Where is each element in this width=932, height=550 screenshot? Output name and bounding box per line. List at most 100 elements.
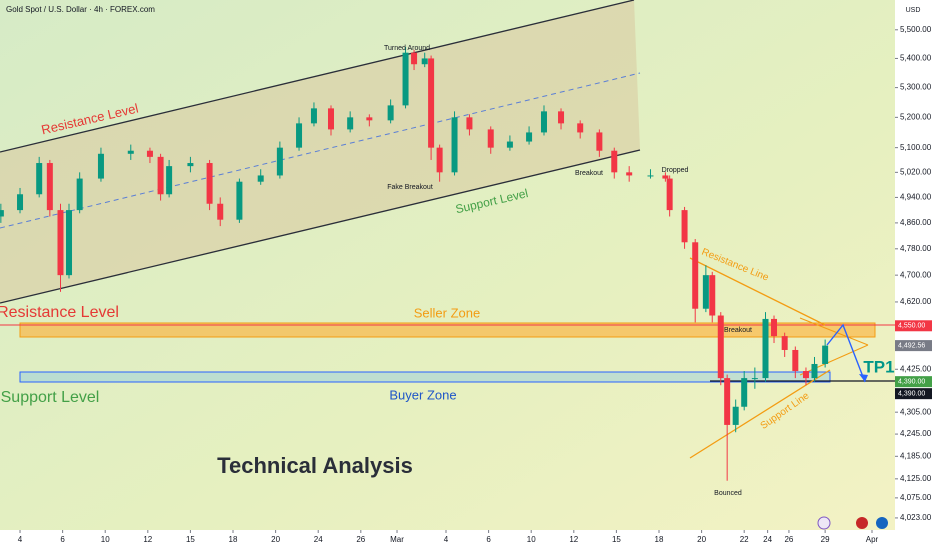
candle-body: [751, 378, 758, 380]
candle-body: [626, 172, 633, 176]
y-tick-label: 4,780.00: [900, 244, 932, 253]
y-tick-label: 4,023.00: [900, 513, 932, 522]
event-icon[interactable]: [817, 516, 831, 530]
candle-body: [558, 111, 565, 124]
x-tick-label: 4: [18, 535, 23, 544]
buyer-zone: [19, 371, 831, 383]
candle-body: [17, 194, 24, 211]
x-tick-label: 24: [314, 535, 323, 544]
price-marker-label: 4,492.56: [898, 342, 925, 349]
seller-zone: [19, 322, 876, 338]
candle-body: [577, 123, 584, 133]
candle-body: [157, 156, 164, 195]
y-tick-label: 5,300.00: [900, 83, 932, 92]
candle-body: [647, 175, 654, 177]
currency[interactable]: USD: [906, 7, 921, 14]
y-tick-label: 4,305.00: [900, 407, 932, 416]
candle-body: [717, 315, 724, 379]
candle-body: [506, 141, 513, 148]
candle-body: [276, 147, 283, 176]
flag-icon[interactable]: [876, 517, 888, 529]
candle-body: [166, 166, 173, 195]
price-marker-label: 4,550.00: [898, 323, 925, 330]
price-marker: [895, 340, 932, 352]
candle-body: [187, 163, 194, 167]
candle-body: [97, 153, 104, 179]
x-tick-label: 26: [356, 535, 365, 544]
candle-body: [436, 147, 443, 173]
chart-title: Gold Spot / U.S. Dollar · 4h · FOREX.com: [6, 5, 155, 14]
flag-icon[interactable]: [856, 517, 868, 529]
annotation: Fake Breakout: [387, 184, 433, 191]
triangle-upper: [689, 257, 826, 326]
x-tick-label: 10: [101, 535, 110, 544]
candle-body: [217, 203, 224, 220]
candle-body: [724, 378, 731, 425]
candle-body: [310, 108, 317, 124]
annotation: Breakout: [575, 170, 603, 177]
candle-body: [762, 318, 769, 379]
y-tick-label: 5,200.00: [900, 112, 932, 121]
x-tick-label: 22: [740, 535, 749, 544]
candle-body: [709, 275, 716, 316]
channel-fill: [0, 0, 640, 303]
annotation: TP1: [863, 357, 894, 376]
candle-body: [347, 117, 354, 130]
candle-body: [792, 349, 799, 372]
annotation: Resistance Level: [0, 304, 119, 321]
channel-mid: [0, 72, 641, 229]
x-tick-label: 12: [143, 535, 152, 544]
candle-body: [732, 406, 739, 425]
x-tick-label: 18: [229, 535, 238, 544]
price-marker: [895, 388, 932, 400]
triangle-lower: [689, 369, 831, 459]
candles: [0, 46, 829, 481]
annotation: Turned Around: [384, 45, 430, 52]
y-tick-label: 4,125.00: [900, 474, 932, 483]
projection-arrow: [826, 323, 866, 383]
time-axis: [0, 530, 895, 550]
annotation: Seller Zone: [414, 305, 480, 320]
candle-body: [451, 117, 458, 173]
x-tick-label: 20: [271, 535, 280, 544]
price-marker-label: 4,390.00: [898, 378, 925, 385]
x-tick-label: 20: [697, 535, 706, 544]
y-tick-label: 4,075.00: [900, 493, 932, 502]
candle-body: [296, 123, 303, 148]
price-axis: [895, 0, 932, 550]
channel-bottom: [0, 149, 641, 304]
annotation: Support Level: [1, 389, 100, 406]
y-tick-label: 4,425.00: [900, 364, 932, 373]
y-tick-label: 5,500.00: [900, 25, 932, 34]
candle-body: [781, 336, 788, 350]
candle-body: [666, 178, 673, 211]
x-tick-label: 6: [486, 535, 491, 544]
candle-body: [236, 181, 243, 220]
channel-top: [0, 0, 635, 153]
candle-body: [402, 52, 409, 106]
y-tick-label: 4,245.00: [900, 429, 932, 438]
candle-body: [692, 242, 699, 309]
x-tick-label: 10: [527, 535, 536, 544]
y-tick-label: 5,020.00: [900, 167, 932, 176]
candle-body: [596, 132, 603, 151]
candle-body: [681, 210, 688, 243]
candle-body: [662, 175, 669, 179]
candle-body: [811, 363, 818, 379]
triangle-apex: [799, 344, 869, 376]
x-tick-label: 24: [763, 535, 772, 544]
candle-body: [366, 117, 373, 121]
price-marker: [895, 376, 932, 388]
x-tick-label: 4: [444, 535, 449, 544]
candle-body: [257, 175, 264, 182]
annotation: Breakout: [724, 327, 752, 334]
x-tick-label: 12: [569, 535, 578, 544]
annotation: Dropped: [662, 167, 689, 174]
candle-body: [46, 163, 53, 211]
candle-body: [57, 210, 64, 276]
y-tick-label: 4,620.00: [900, 297, 932, 306]
y-tick-label: 4,700.00: [900, 270, 932, 279]
candle-body: [0, 210, 4, 217]
y-tick-label: 4,185.00: [900, 451, 932, 460]
